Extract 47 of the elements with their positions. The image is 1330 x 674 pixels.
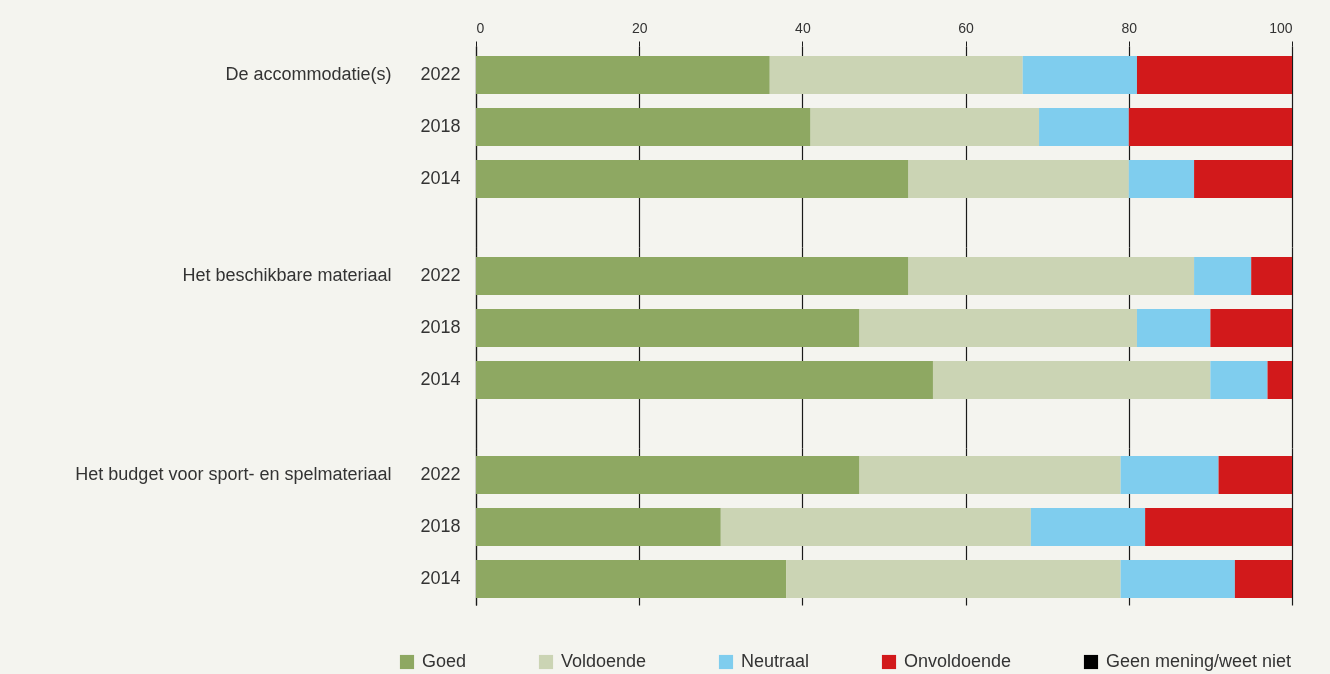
bar [1210, 309, 1292, 347]
bar [476, 361, 933, 399]
legend-label: Onvoldoende [904, 651, 1012, 671]
bar [1030, 508, 1146, 546]
y-tick-label: 2022 [420, 264, 461, 285]
x-tick-label: 20 [631, 19, 648, 36]
bar [476, 257, 909, 295]
bar [476, 309, 860, 347]
x-tick-label: 0 [476, 19, 485, 36]
bar [1145, 508, 1292, 546]
y-tick-label: 2018 [420, 115, 461, 136]
bar [476, 508, 721, 546]
y-tick-label: 2018 [420, 316, 461, 337]
x-tick-label: 40 [795, 19, 811, 36]
y-tick-label: 2018 [420, 515, 461, 536]
bar [1194, 257, 1252, 295]
legend-label: Goed [422, 651, 467, 671]
bar [1136, 309, 1211, 347]
bar [932, 361, 1211, 399]
legend-label: Neutraal [741, 651, 810, 671]
bar [720, 508, 1031, 546]
x-tick-label: 80 [1121, 19, 1138, 36]
legend-label: Geen mening/weet niet [1106, 651, 1292, 671]
bar [1210, 361, 1268, 399]
bar [476, 560, 787, 598]
bar [476, 456, 860, 494]
y-tick-label: 2022 [420, 463, 461, 484]
bar [859, 309, 1137, 347]
x-tick-label: 60 [958, 19, 975, 36]
bar [859, 456, 1121, 494]
bar [1218, 456, 1292, 494]
y-axis-title: Het beschikbare materiaal [182, 265, 392, 286]
bar [1251, 257, 1292, 295]
y-tick-label: 2014 [420, 567, 461, 588]
x-tick-label: 100 [1269, 19, 1293, 36]
bar [786, 560, 1121, 598]
y-tick-label: 2022 [420, 63, 461, 84]
bar [1267, 361, 1292, 399]
y-tick-label: 2014 [420, 167, 461, 188]
legend-label: Voldoende [561, 651, 647, 671]
y-tick-label: 2014 [420, 368, 461, 389]
bar [1120, 560, 1235, 598]
bar [908, 257, 1195, 295]
y-axis-title: Het budget voor sport- en spelmateriaal [75, 464, 392, 485]
y-axis-title: De accommodatie(s) [225, 64, 392, 85]
bar [1120, 456, 1219, 494]
bar [1234, 560, 1292, 598]
